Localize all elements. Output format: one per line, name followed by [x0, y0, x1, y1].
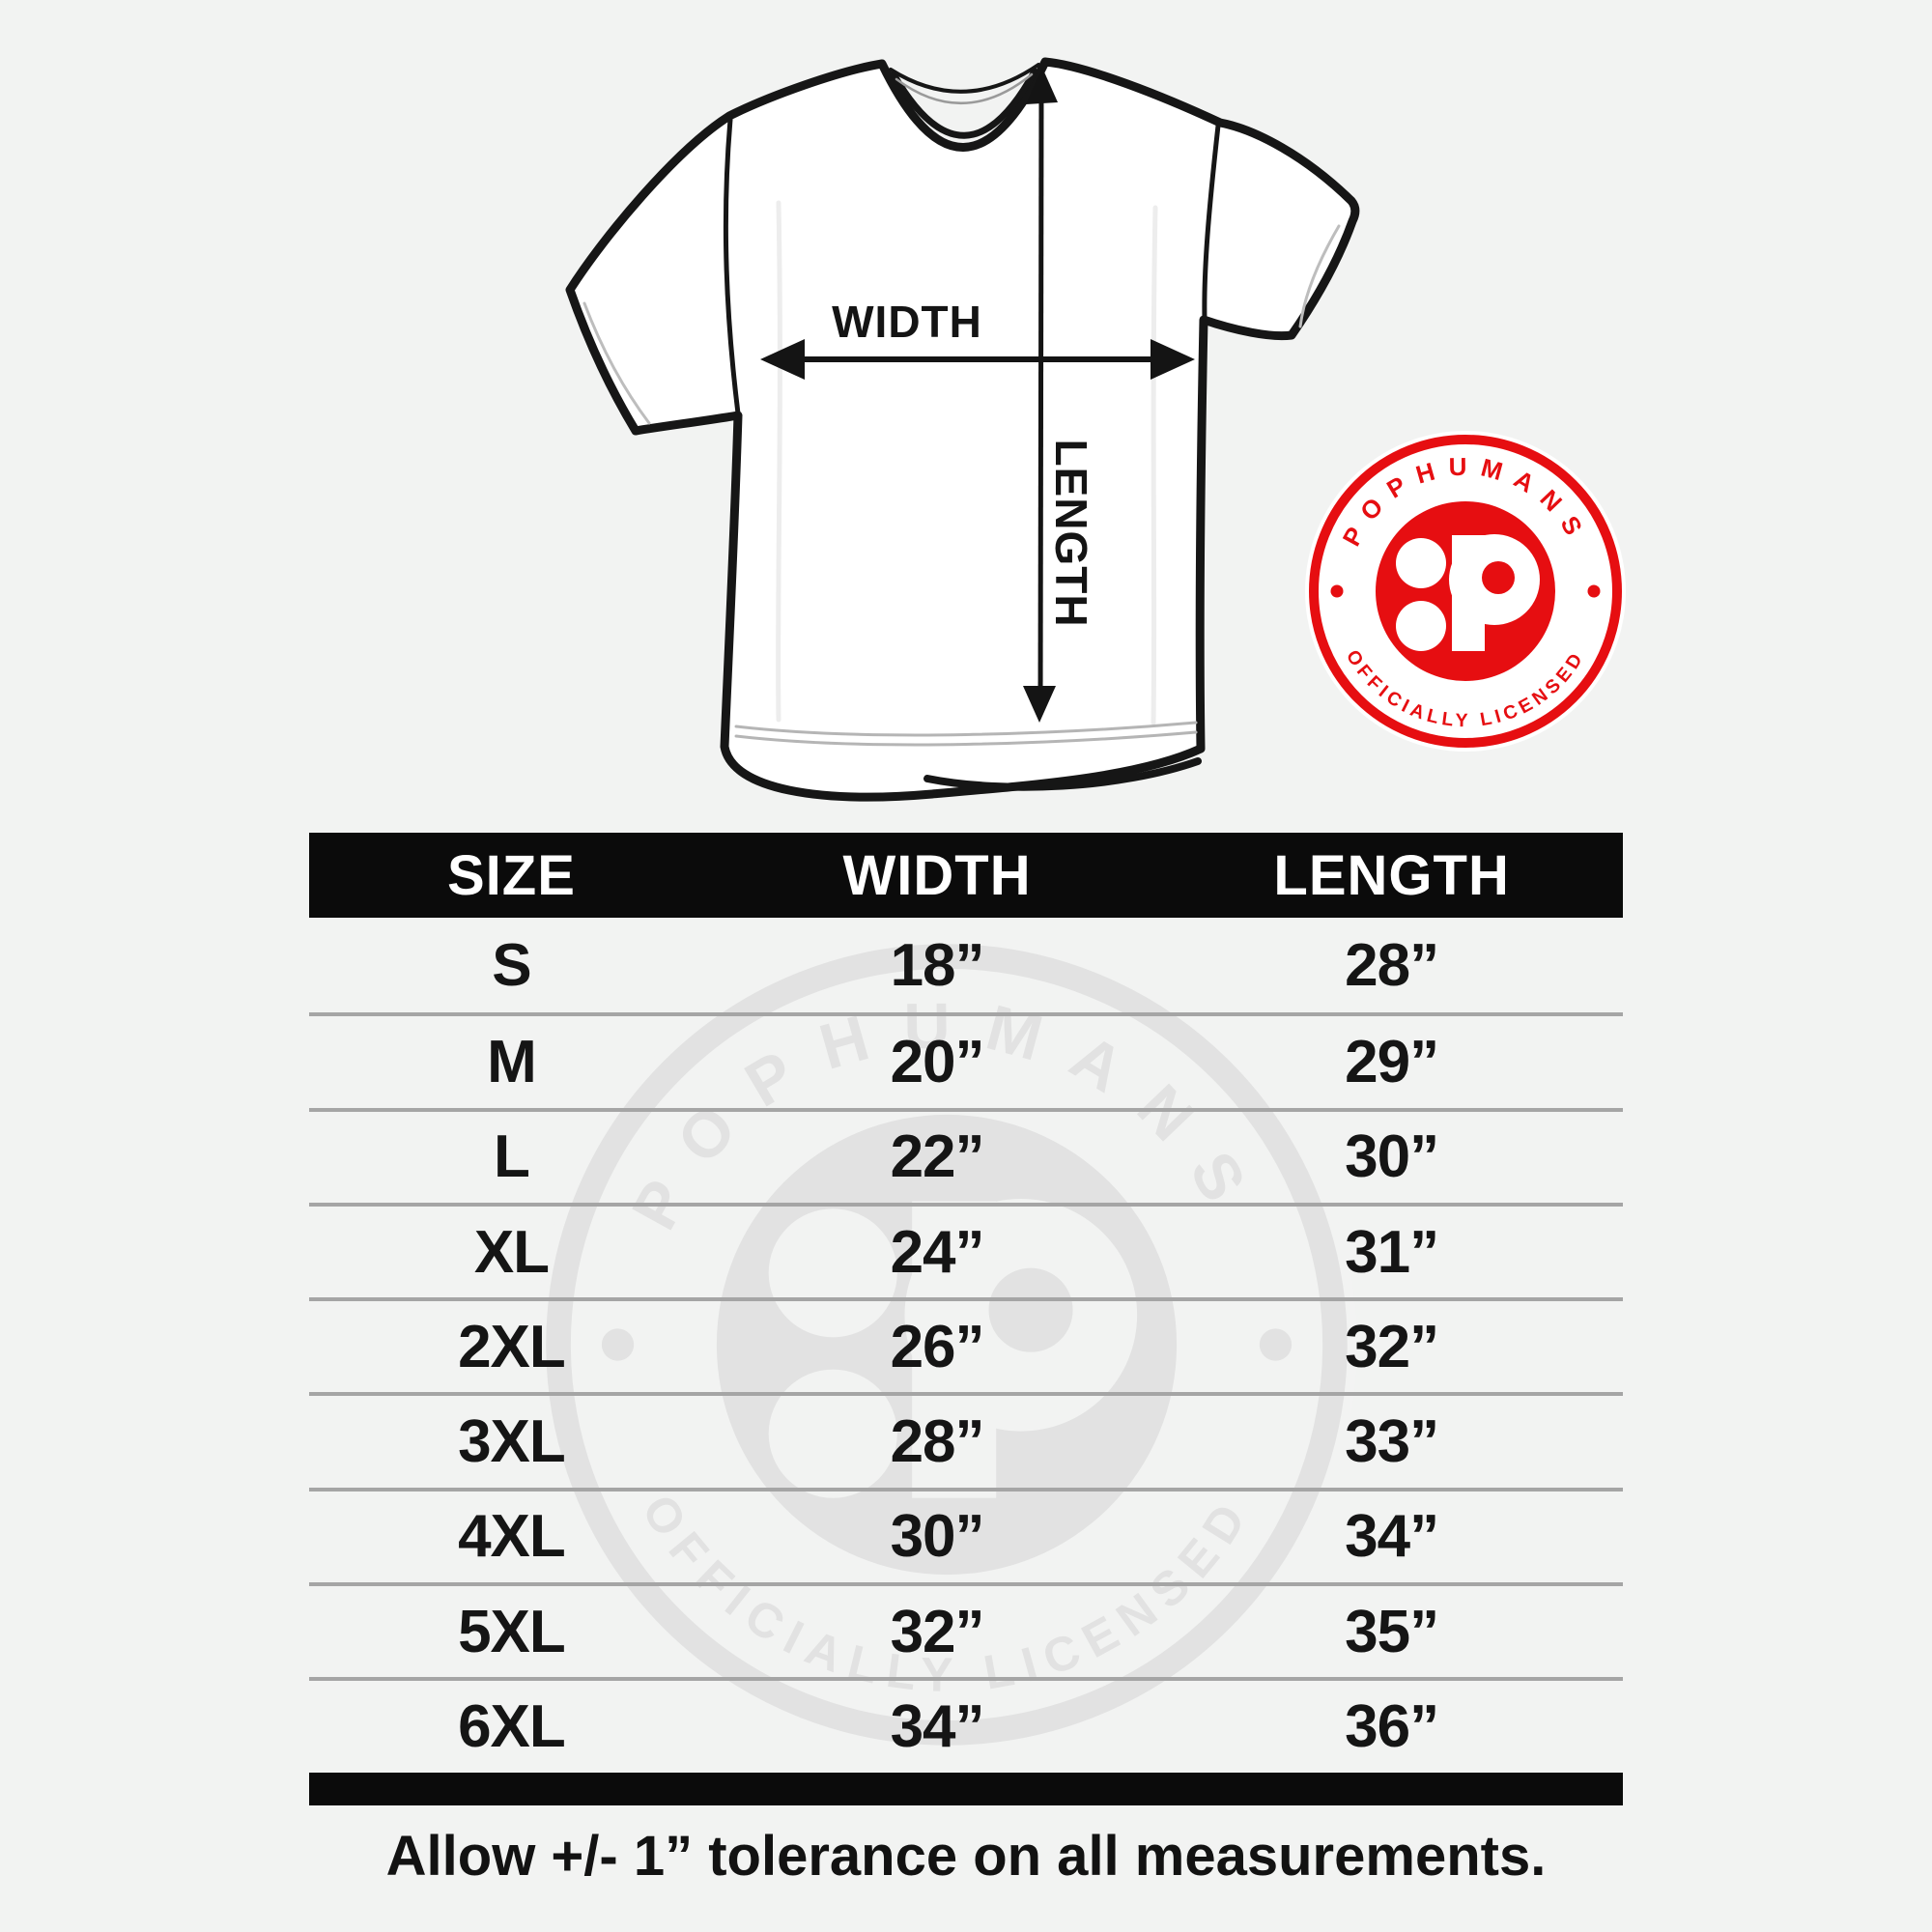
length-diagram-label: LENGTH [1046, 439, 1096, 628]
size-cell: M [487, 1028, 537, 1095]
length-arrowhead-bottom [1023, 686, 1056, 723]
column-header-width: WIDTH [842, 843, 1032, 907]
column-header-size: SIZE [446, 843, 576, 907]
hem-fold-line [923, 757, 1202, 791]
table-row: 6XL 34” 36” [309, 1677, 1623, 1772]
size-cell: 2XL [458, 1313, 566, 1380]
table-bottom-bar [309, 1773, 1623, 1805]
length-cell: 35” [1345, 1598, 1439, 1665]
length-cell: 30” [1345, 1123, 1439, 1191]
size-table: SIZE WIDTH LENGTH S 18” 28” M 20” 29” L … [309, 833, 1623, 1773]
column-header-length: LENGTH [1273, 843, 1510, 907]
size-cell: 3XL [458, 1408, 566, 1476]
table-row: 5XL 32” 35” [309, 1582, 1623, 1677]
width-diagram-label: WIDTH [832, 297, 982, 347]
size-cell: 6XL [458, 1693, 566, 1761]
length-cell: 32” [1345, 1313, 1439, 1380]
size-cell: L [494, 1123, 530, 1191]
length-arrow-line [1037, 91, 1044, 712]
wrinkle-line [776, 200, 782, 723]
collar-inner-line [890, 68, 1038, 139]
wrinkle-line [1151, 205, 1158, 725]
table-row: M 20” 29” [309, 1012, 1623, 1107]
size-cell: 4XL [458, 1503, 566, 1571]
length-cell: 34” [1345, 1503, 1439, 1571]
measurement-arrows [760, 68, 1195, 723]
table-row: S 18” 28” [309, 918, 1623, 1012]
length-cell: 33” [1345, 1408, 1439, 1476]
size-cell: XL [473, 1218, 550, 1286]
width-cell: 18” [890, 931, 985, 999]
width-cell: 24” [890, 1218, 985, 1286]
table-row: 2XL 26” 32” [309, 1297, 1623, 1392]
width-cell: 28” [890, 1408, 985, 1476]
tshirt-diagram [565, 57, 1360, 802]
size-cell: 5XL [458, 1598, 566, 1665]
length-arrowhead-top [1026, 68, 1058, 104]
cuff-stitch-left [582, 301, 651, 425]
size-cell: S [492, 931, 531, 999]
table-header-row: SIZE WIDTH LENGTH [309, 833, 1623, 918]
width-cell: 34” [890, 1693, 985, 1761]
width-arrowhead-left [760, 339, 805, 380]
table-row: XL 24” 31” [309, 1202, 1623, 1297]
pophumans-badge [1305, 431, 1626, 752]
tolerance-note: Allow +/- 1” tolerance on all measuremen… [385, 1825, 1547, 1888]
width-cell: 32” [890, 1598, 985, 1665]
width-arrowhead-right [1151, 339, 1195, 380]
width-cell: 22” [890, 1123, 985, 1191]
width-cell: 26” [890, 1313, 985, 1380]
table-row: 4XL 30” 34” [309, 1487, 1623, 1582]
length-cell: 31” [1345, 1218, 1439, 1286]
collar-seam-line [889, 63, 1040, 94]
armhole-seam-right [1202, 123, 1221, 322]
length-cell: 36” [1345, 1693, 1439, 1761]
table-row: 3XL 28” 33” [309, 1392, 1623, 1487]
width-cell: 20” [890, 1028, 985, 1095]
hem-stitch-line [734, 721, 1198, 737]
width-cell: 30” [890, 1503, 985, 1571]
hem-stitch-line [734, 730, 1198, 747]
length-cell: 29” [1345, 1028, 1439, 1095]
table-row: L 22” 30” [309, 1107, 1623, 1203]
cuff-stitch-right [1298, 224, 1341, 328]
tshirt-outline [565, 57, 1360, 802]
collar-stitch-line [895, 72, 1034, 105]
length-cell: 28” [1345, 931, 1439, 999]
armhole-seam-left [723, 117, 741, 416]
